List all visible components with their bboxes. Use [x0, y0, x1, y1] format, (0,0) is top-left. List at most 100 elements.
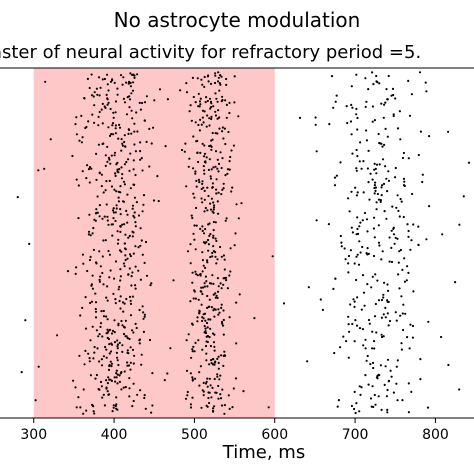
- spike-dot: [95, 373, 98, 377]
- spike-dot: [109, 378, 112, 381]
- spike-dot: [237, 217, 240, 220]
- spike-dot: [390, 246, 393, 249]
- spike-dot: [350, 190, 353, 193]
- spike-dot: [205, 340, 208, 343]
- spike-dot: [380, 102, 383, 105]
- spike-dot: [216, 158, 219, 161]
- spike-dot: [221, 157, 224, 160]
- spike-dot: [84, 126, 87, 130]
- spike-dot: [222, 309, 225, 312]
- spike-dot: [334, 277, 337, 280]
- spike-dot: [374, 273, 377, 276]
- spike-dot: [139, 108, 142, 111]
- spike-dot: [114, 172, 117, 175]
- spike-dot: [222, 283, 225, 286]
- spike-dot: [355, 73, 358, 76]
- spike-dot: [153, 99, 156, 102]
- spike-dot: [216, 357, 219, 360]
- spike-dot: [229, 155, 232, 159]
- spike-dot: [16, 196, 19, 199]
- spike-dot: [221, 322, 224, 325]
- spike-dot: [363, 211, 367, 215]
- spike-dot: [105, 387, 108, 390]
- spike-dot: [403, 257, 406, 260]
- spike-dot: [221, 98, 224, 102]
- spike-dot: [392, 233, 396, 236]
- spike-dot: [379, 199, 382, 202]
- spike-dot: [149, 284, 152, 287]
- spike-dot: [216, 80, 220, 83]
- spike-dot: [141, 253, 144, 256]
- spike-dot: [115, 190, 118, 193]
- spike-dot: [107, 126, 110, 129]
- spike-dot: [211, 182, 214, 185]
- spike-dot: [380, 258, 383, 261]
- spike-dot: [86, 77, 89, 80]
- spike-dot: [404, 312, 407, 315]
- spike-dot: [90, 94, 94, 97]
- spike-dot: [208, 145, 211, 148]
- spike-dot: [196, 139, 199, 143]
- spike-dot: [362, 160, 365, 163]
- spike-dot: [371, 330, 374, 333]
- spike-dot: [184, 397, 188, 400]
- spike-dot: [199, 274, 202, 277]
- spike-dot: [114, 260, 118, 263]
- spike-dot: [184, 142, 187, 145]
- spike-dot: [384, 101, 387, 104]
- spike-dot: [105, 296, 108, 299]
- spike-dot: [117, 171, 120, 174]
- spike-dot: [201, 292, 204, 296]
- spike-dot: [212, 236, 215, 239]
- spike-dot: [198, 312, 201, 315]
- spike-dot: [202, 317, 205, 320]
- spike-dot: [203, 169, 206, 172]
- spike-dot: [122, 325, 126, 328]
- spike-dot: [132, 168, 135, 171]
- spike-dot: [396, 237, 399, 240]
- spike-dot: [400, 200, 403, 203]
- spike-dot: [221, 130, 224, 133]
- spike-dot: [210, 102, 213, 105]
- spike-dot: [401, 312, 404, 315]
- spike-dot: [114, 298, 117, 301]
- spike-dot: [89, 255, 92, 258]
- x-axis-label: Time, ms: [222, 442, 305, 463]
- spike-dot: [216, 290, 220, 293]
- spike-dot: [107, 89, 110, 92]
- spike-dot: [387, 170, 390, 173]
- spike-dot: [386, 98, 389, 101]
- spike-dot: [119, 230, 122, 233]
- spike-dot: [120, 388, 123, 391]
- spike-dot: [225, 116, 228, 119]
- spike-dot: [234, 377, 238, 380]
- spike-dot: [356, 155, 359, 158]
- spike-dot: [410, 390, 413, 393]
- spike-dot: [205, 280, 208, 283]
- spike-dot: [220, 404, 224, 407]
- spike-dot: [212, 282, 215, 285]
- spike-dot: [43, 167, 46, 170]
- spike-dot: [380, 408, 383, 411]
- spike-dot: [396, 359, 399, 362]
- spike-dot: [365, 252, 368, 255]
- spike-dot: [394, 311, 397, 314]
- spike-dot: [361, 274, 365, 277]
- spike-dot: [107, 376, 110, 379]
- spike-dot: [194, 248, 197, 251]
- spike-dot: [185, 91, 189, 94]
- spike-dot: [380, 142, 383, 145]
- spike-dot: [114, 219, 117, 223]
- spike-dot: [193, 196, 196, 199]
- spike-dot: [113, 319, 116, 322]
- spike-dot: [110, 154, 113, 157]
- spike-dot: [356, 116, 359, 120]
- spike-dot: [214, 72, 217, 75]
- spike-dot: [234, 232, 237, 235]
- spike-dot: [402, 151, 405, 155]
- spike-dot: [386, 283, 389, 286]
- spike-dot: [189, 406, 193, 409]
- spike-dot: [213, 377, 216, 381]
- spike-dot: [401, 268, 404, 271]
- spike-dot: [223, 404, 226, 407]
